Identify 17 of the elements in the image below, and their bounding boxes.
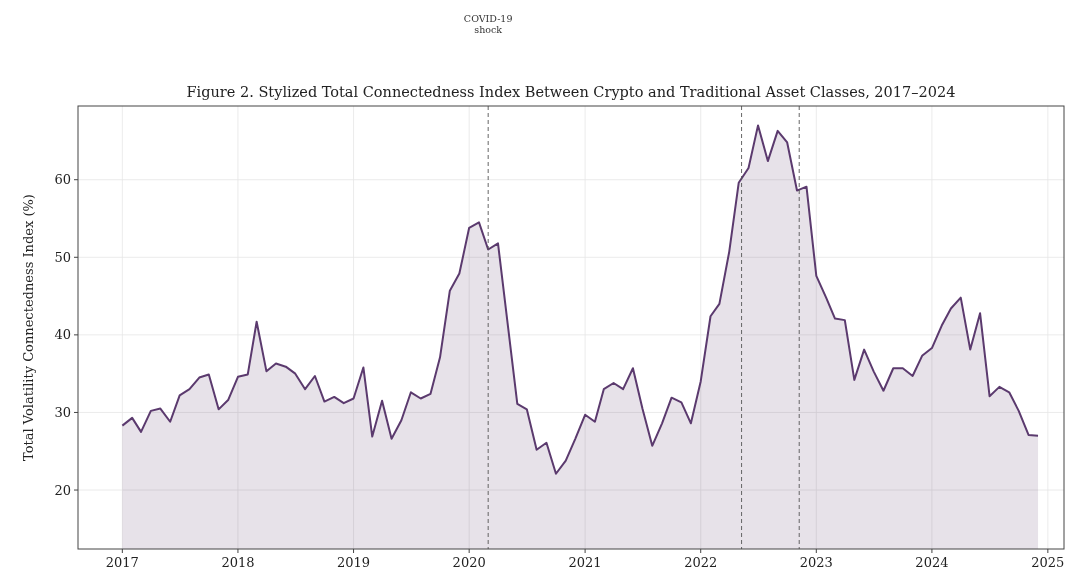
x-tick-label: 2020 bbox=[452, 555, 486, 570]
y-tick-label: 30 bbox=[54, 405, 71, 420]
x-tick-label: 2019 bbox=[337, 555, 371, 570]
x-tick-label: 2023 bbox=[799, 555, 833, 570]
y-tick-label: 60 bbox=[54, 172, 71, 188]
x-tick-label: 2024 bbox=[915, 555, 949, 570]
x-tick-label: 2025 bbox=[1031, 555, 1065, 570]
x-tick-label: 2022 bbox=[684, 555, 718, 570]
y-tick-label: 20 bbox=[54, 482, 71, 498]
chart-title: Figure 2. Stylized Total Connectedness Index Between Crypto and Traditional Asset Classes, 2017–2024 bbox=[186, 84, 956, 100]
x-tick-label: 2017 bbox=[105, 555, 139, 570]
y-tick-label: 50 bbox=[54, 249, 71, 265]
x-tick-label: 2021 bbox=[568, 555, 602, 570]
y-tick-label: 40 bbox=[54, 327, 71, 343]
x-tick-label: 2018 bbox=[221, 555, 255, 570]
y-axis-title: Total Volatility Connectedness Index (%) bbox=[21, 194, 36, 461]
ref-line-label: COVID-19 shock bbox=[463, 13, 513, 35]
